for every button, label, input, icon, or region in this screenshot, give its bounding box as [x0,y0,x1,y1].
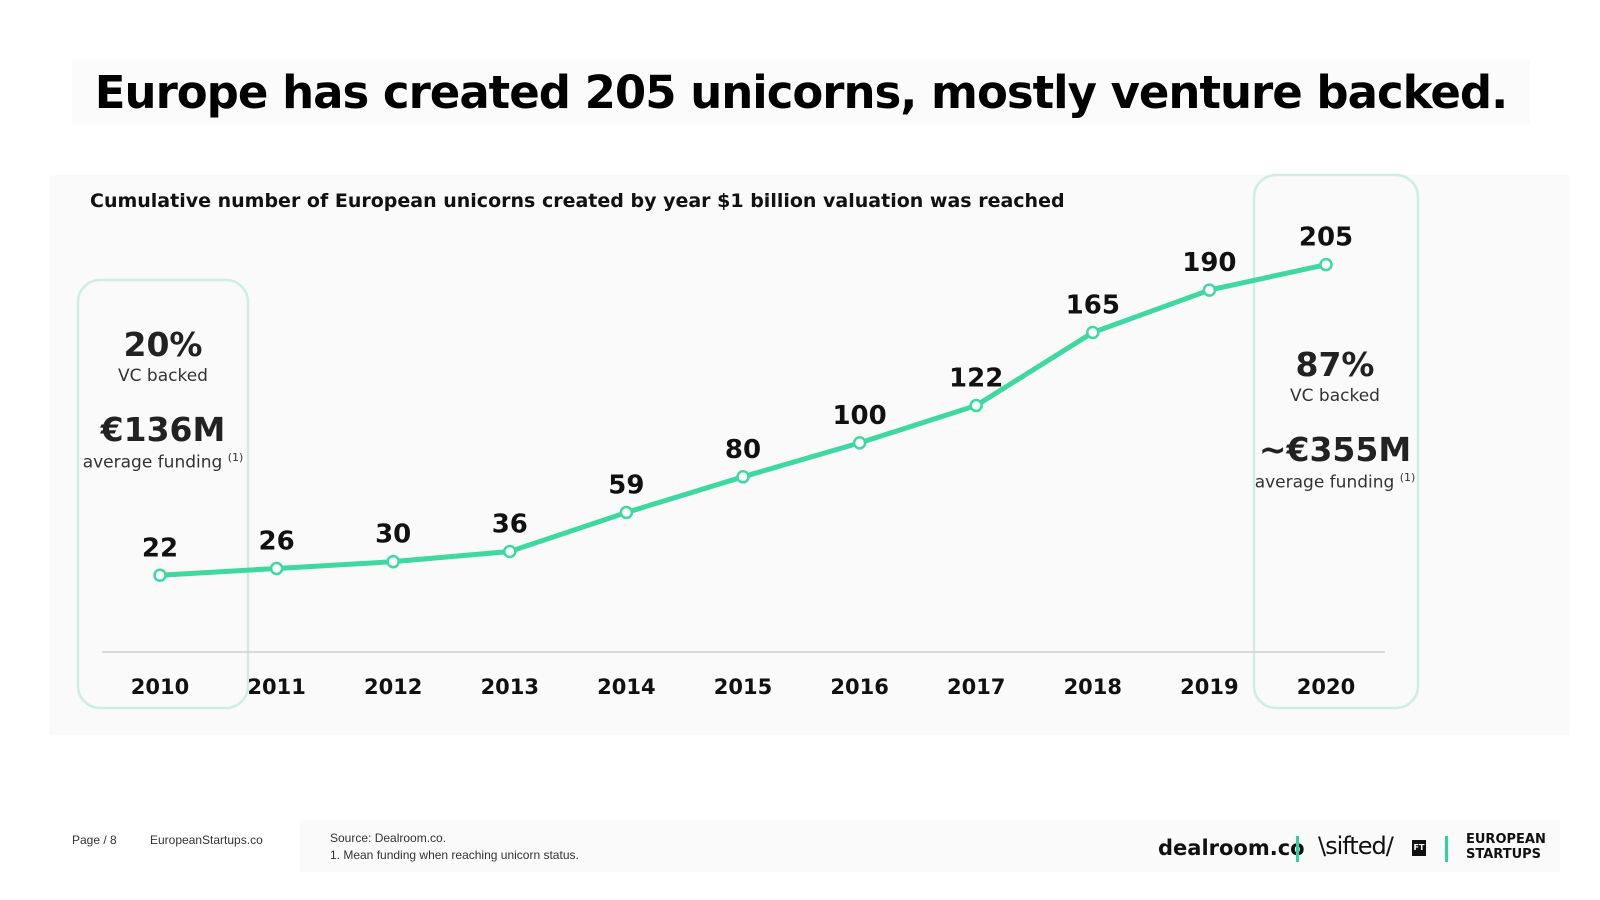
left-footnote-mark: (1) [227,451,244,464]
highlight-box-2020 [1252,173,1420,710]
source-note: Source: Dealroom.co. [330,831,447,845]
right-footnote-mark: (1) [1399,471,1416,484]
dealroom-logo: dealroom.co [1158,836,1305,860]
x-tick-label: 2020 [1297,675,1355,699]
data-label: 26 [259,526,295,556]
data-point [153,568,167,583]
data-point [503,544,517,559]
logo-separator [1296,836,1299,862]
data-label: 22 [142,533,178,563]
x-tick-label: 2010 [131,675,189,699]
data-label: 36 [492,509,528,539]
right-funding-label-row: average funding (1) [1252,471,1418,493]
european-startups-logo: EUROPEAN STARTUPS [1466,832,1546,862]
data-point [852,436,867,450]
chart-title: Cumulative number of European unicorns c… [90,190,1065,212]
data-point [619,505,634,520]
right-funding-label: average funding [1254,472,1395,493]
x-tick-label: 2011 [247,675,305,699]
x-tick-label: 2017 [947,675,1005,699]
data-point [1319,257,1333,272]
data-point [969,398,983,413]
x-tick-label: 2012 [364,675,422,699]
footer-background [300,820,1560,872]
x-tick-label: 2015 [714,675,772,699]
series-line [157,262,1329,578]
data-label: 30 [375,520,411,550]
left-vc-label: VC backed [118,366,208,386]
right-funding-value: ~€355M [1258,430,1412,469]
right-vc-percent: 87% [1295,345,1375,384]
data-label: 165 [1066,291,1120,321]
data-label: 80 [725,435,761,465]
page-title: Europe has created 205 unicorns, mostly … [94,65,1508,119]
data-label: 205 [1299,223,1353,253]
european-startups-logo-line1: EUROPEAN [1466,832,1546,847]
left-vc-percent: 20% [123,325,203,364]
x-tick-label: 2018 [1064,675,1122,699]
data-point [736,470,750,484]
sifted-logo: \sifted/ [1318,832,1394,860]
data-point [269,561,284,576]
data-label: 100 [832,401,886,431]
right-callout: 87% VC backed ~€355M average funding (1) [1252,345,1418,493]
left-funding-value: €136M [100,410,226,449]
x-tick-label: 2016 [830,675,888,699]
data-label: 190 [1182,248,1236,278]
data-label: 59 [608,470,644,500]
x-tick-label: 2019 [1180,675,1238,699]
left-callout: 20% VC backed €136M average funding (1) [80,325,246,473]
x-tick-label: 2013 [481,675,539,699]
data-point [386,554,400,569]
left-funding-label: average funding [82,452,223,473]
ft-logo: FT [1412,840,1426,856]
site-link[interactable]: EuropeanStartups.co [150,833,263,847]
x-tick-label: 2014 [597,675,655,699]
data-label: 122 [949,364,1003,394]
footnote: 1. Mean funding when reaching unicorn st… [330,848,579,862]
page-number: Page / 8 [72,833,117,847]
title-bar: Europe has created 205 unicorns, mostly … [72,60,1530,124]
highlight-box-2010 [76,278,250,710]
right-vc-label: VC backed [1290,386,1380,406]
left-funding-label-row: average funding (1) [80,451,246,473]
european-startups-logo-line2: STARTUPS [1466,847,1542,862]
logo-separator [1445,836,1448,862]
data-point [1086,325,1100,340]
data-point [1202,283,1217,297]
